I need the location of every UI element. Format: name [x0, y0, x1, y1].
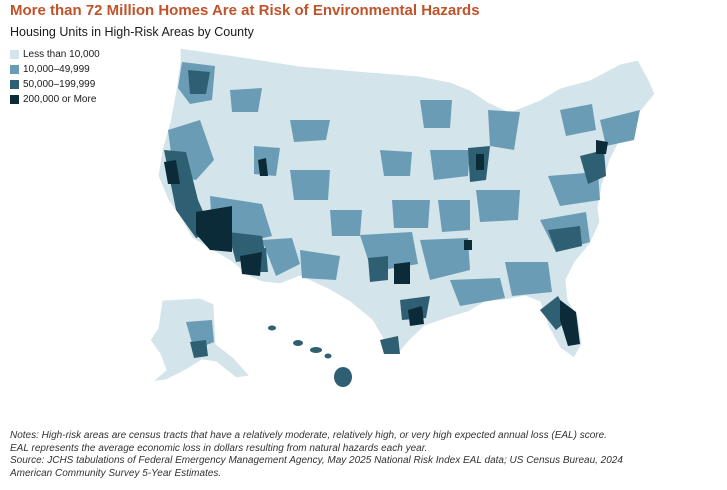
notes-line-1: Notes: High-risk areas are census tracts… [10, 430, 607, 441]
legend-label-2: 10,000–49,999 [23, 64, 90, 75]
us-county-map [149, 47, 656, 387]
notes-line-3: Source: JCHS tabulations of Federal Emer… [10, 455, 623, 466]
legend-label-3: 50,000–199,999 [23, 79, 96, 90]
hawaii-islands [268, 325, 352, 387]
legend: Less than 10,000 10,000–49,999 50,000–19… [10, 47, 100, 107]
chart-title: More than 72 Million Homes Are at Risk o… [10, 2, 480, 19]
notes-line-4: American Community Survey 5-Year Estimat… [10, 467, 222, 479]
legend-item-2: 10,000–49,999 [10, 62, 100, 77]
legend-swatch-2 [10, 65, 19, 74]
legend-swatch-3 [10, 80, 19, 89]
legend-label-1: Less than 10,000 [23, 49, 100, 60]
very-high-risk-counties [164, 140, 608, 346]
legend-item-3: 50,000–199,999 [10, 77, 100, 92]
legend-label-4: 200,000 or More [23, 94, 97, 105]
chart-subtitle: Housing Units in High-Risk Areas by Coun… [10, 25, 254, 39]
notes-line-2: EAL represents the average economic loss… [10, 442, 428, 454]
legend-item-4: 200,000 or More [10, 92, 100, 107]
legend-swatch-1 [10, 50, 19, 59]
chart-notes: Notes: High-risk areas are census tracts… [10, 430, 722, 480]
legend-item-1: Less than 10,000 [10, 47, 100, 62]
legend-swatch-4 [10, 95, 19, 104]
